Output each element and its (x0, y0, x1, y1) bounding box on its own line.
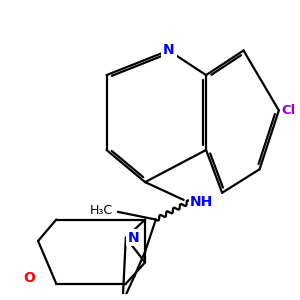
Text: H₃C: H₃C (90, 205, 113, 218)
Text: NH: NH (190, 195, 213, 209)
Text: O: O (23, 272, 35, 285)
Text: Cl: Cl (282, 104, 296, 117)
Text: N: N (163, 44, 174, 58)
Text: N: N (127, 231, 139, 245)
